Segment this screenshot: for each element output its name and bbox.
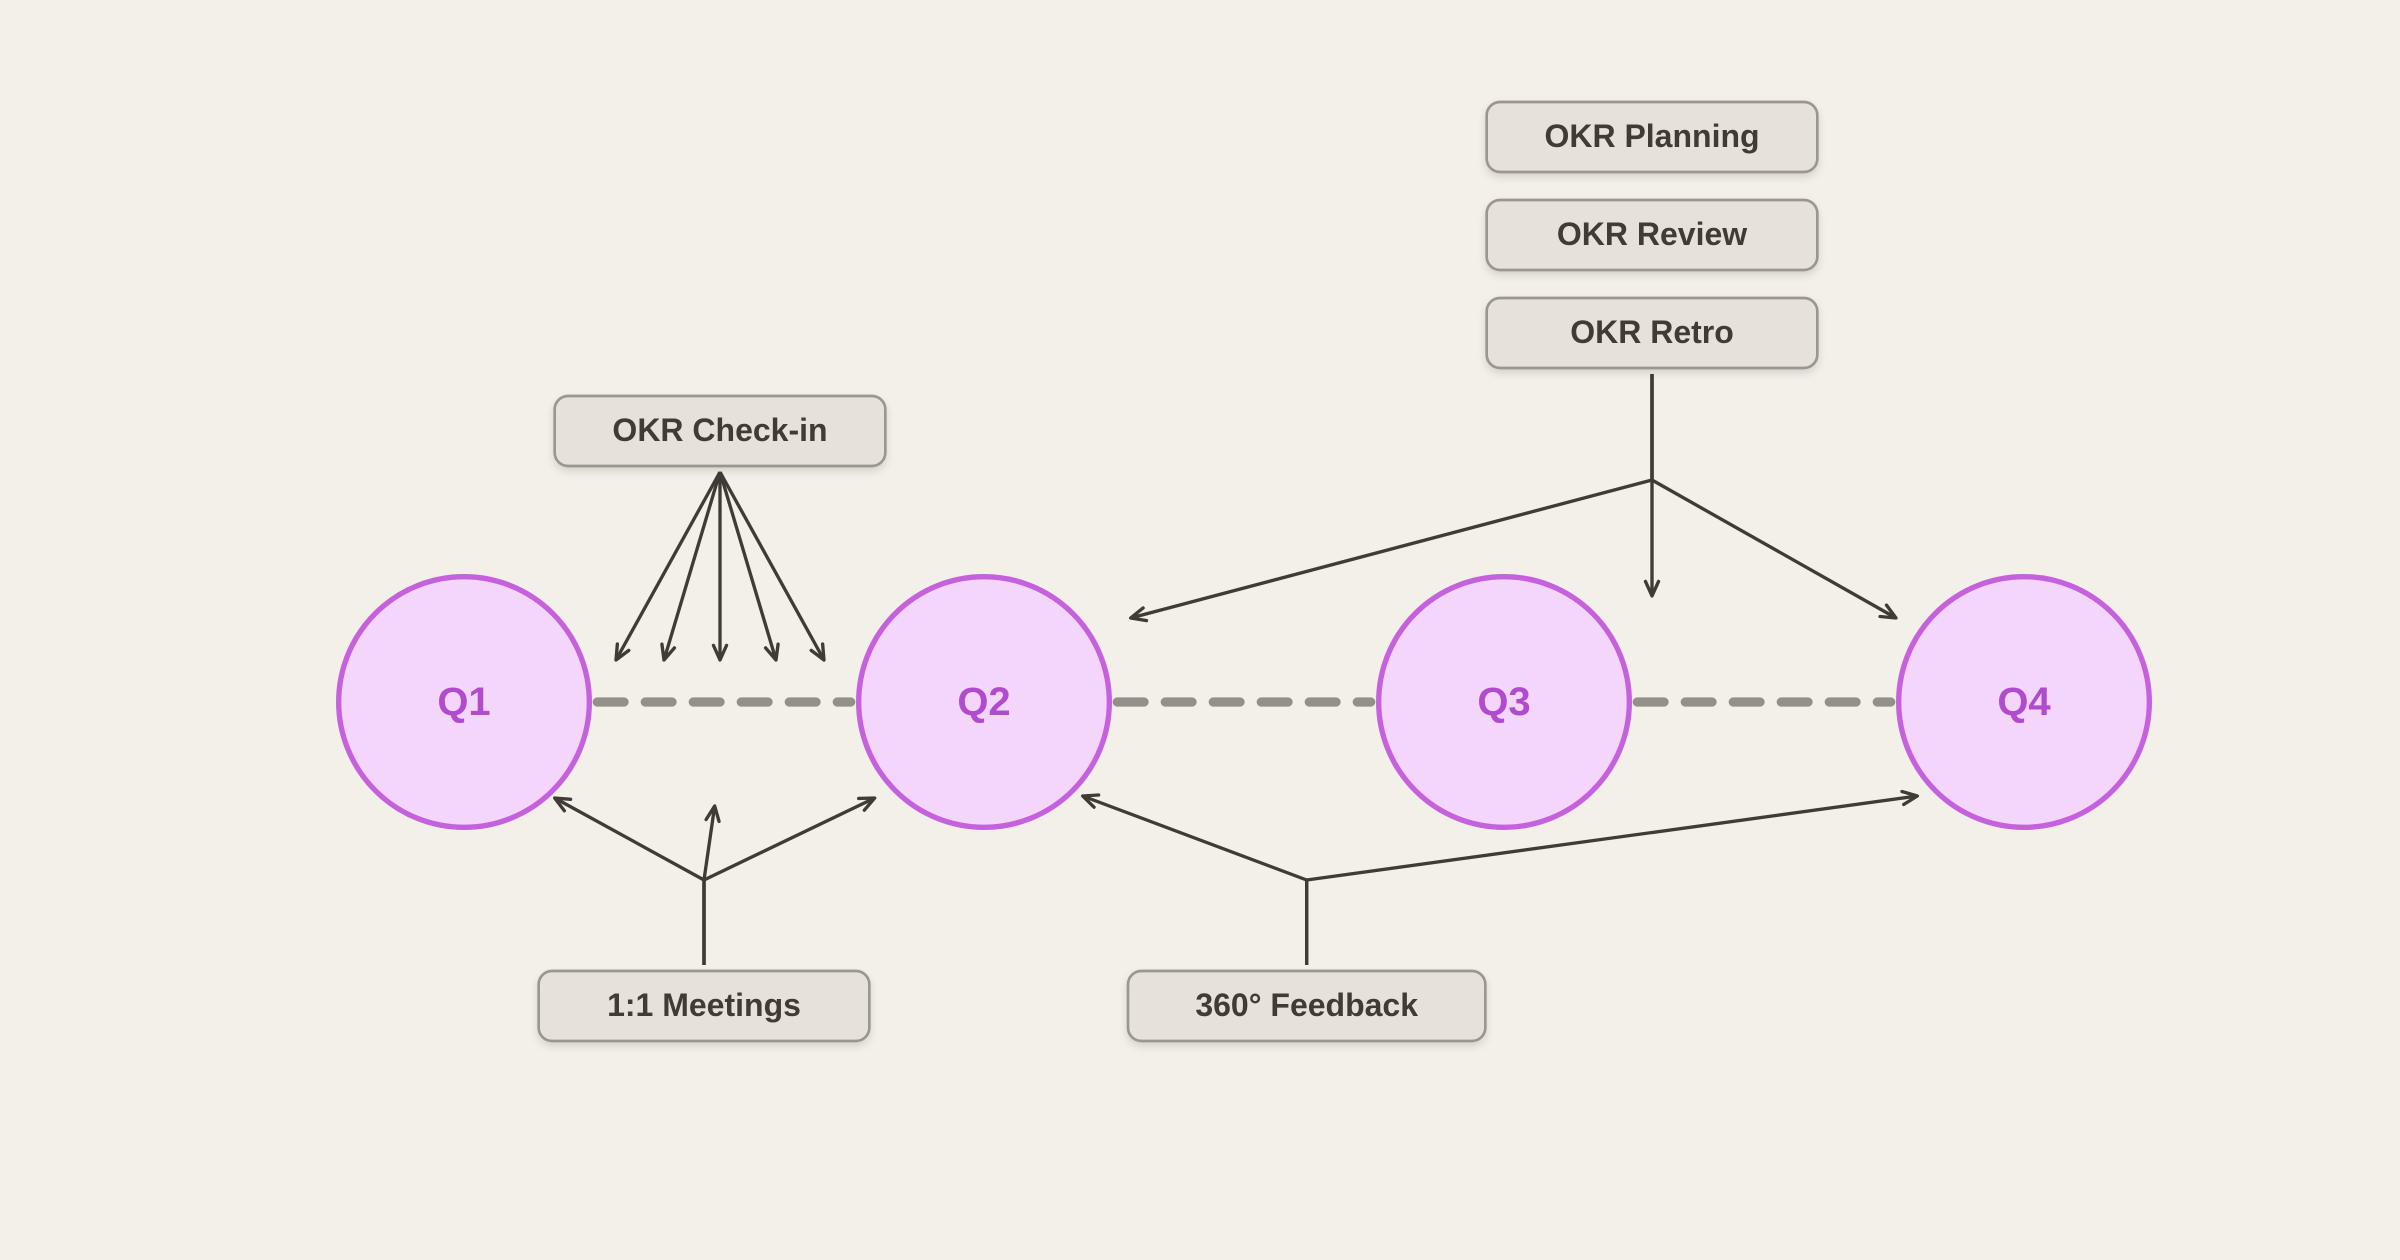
quarter-node-q3: Q3	[1379, 577, 1630, 828]
quarter-label: Q2	[957, 680, 1010, 724]
box-label: OKR Check-in	[612, 412, 827, 448]
box-planning: OKR Planning	[1487, 102, 1818, 172]
quarter-label: Q1	[437, 680, 490, 724]
box-retro: OKR Retro	[1487, 298, 1818, 368]
box-label: OKR Planning	[1544, 118, 1759, 154]
diagram-canvas: Q1 Q2 Q3 Q4 OKR Check-in 1:1 Meetings 360° Fee…	[0, 0, 2400, 1260]
box-label: 360° Feedback	[1195, 987, 1418, 1023]
box-checkin: OKR Check-in	[555, 396, 886, 466]
box-label: OKR Review	[1557, 216, 1747, 252]
quarter-node-q1: Q1	[339, 577, 590, 828]
quarter-node-q4: Q4	[1899, 577, 2150, 828]
box-feedback: 360° Feedback	[1128, 971, 1485, 1041]
quarter-label: Q3	[1477, 680, 1530, 724]
box-meetings: 1:1 Meetings	[539, 971, 870, 1041]
box-label: 1:1 Meetings	[607, 987, 801, 1023]
quarter-node-q2: Q2	[859, 577, 1110, 828]
box-label: OKR Retro	[1570, 314, 1734, 350]
box-review: OKR Review	[1487, 200, 1818, 270]
quarter-label: Q4	[1997, 680, 2051, 724]
